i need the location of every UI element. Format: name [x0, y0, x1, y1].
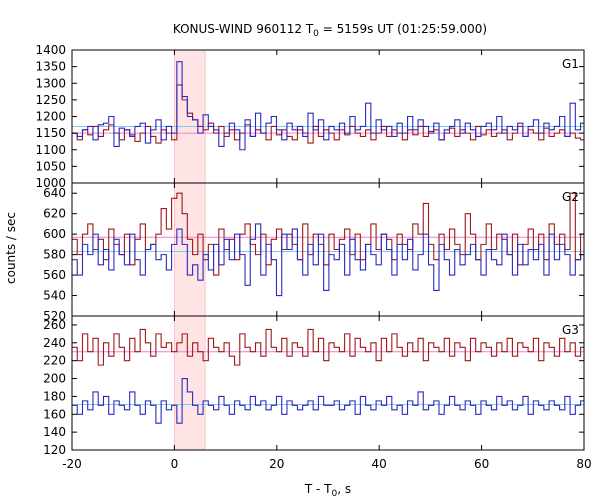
y-tick-label: 160 — [43, 407, 66, 421]
highlight-band — [173, 182, 206, 317]
panel-frame — [71, 315, 585, 451]
y-tick-label: 580 — [43, 248, 66, 262]
y-tick-label: 1250 — [35, 93, 66, 107]
series-blue-line — [72, 61, 584, 151]
chart-title-main: KONUS-WIND 960112 T — [173, 22, 314, 36]
y-tick-label: 620 — [43, 207, 66, 221]
chart-title: KONUS-WIND 960112 T0 = 5159s UT (01:25:5… — [173, 22, 487, 39]
y-tick-label: 1050 — [35, 159, 66, 173]
y-tick-label: 1200 — [35, 110, 66, 124]
x-tick-label: -20 — [62, 457, 82, 471]
x-axis-label-subscript: 0 — [332, 489, 338, 499]
y-tick-label: 1150 — [35, 126, 66, 140]
x-tick-label: 60 — [474, 457, 489, 471]
highlight-band — [173, 315, 206, 451]
x-tick-label: 0 — [171, 457, 179, 471]
y-tick-label: 640 — [43, 186, 66, 200]
x-tick-label: 20 — [269, 457, 284, 471]
y-tick-label: 220 — [43, 354, 66, 368]
x-axis-label-rest: , s — [337, 482, 351, 496]
x-axis-label-main: T - T — [304, 482, 332, 496]
series-blue-line — [72, 377, 584, 424]
panel-label: G1 — [562, 57, 579, 71]
y-tick-label: 560 — [43, 268, 66, 282]
y-tick-label: 240 — [43, 336, 66, 350]
panel-g3: 120 140 160 180 200 220 240 260 G3 — [43, 315, 585, 457]
y-tick-label: 260 — [43, 318, 66, 332]
y-tick-label: 200 — [43, 372, 66, 386]
x-tick-label: 40 — [372, 457, 387, 471]
chart-title-rest: = 5159s UT (01:25:59.000) — [319, 22, 487, 36]
series-group — [72, 328, 584, 424]
y-tick-label: 600 — [43, 227, 66, 241]
x-axis-label: T - T0, s — [304, 482, 351, 499]
y-tick-label: 140 — [43, 425, 66, 439]
series-red-line — [72, 328, 584, 366]
y-tick-label: 520 — [43, 309, 66, 323]
y-tick-label: 180 — [43, 389, 66, 403]
panel-g2: 520 540 560 580 600 620 640 G2 — [43, 182, 585, 323]
y-tick-label: 1400 — [35, 43, 66, 57]
y-tick-label: 540 — [43, 289, 66, 303]
y-tick-label: 1300 — [35, 76, 66, 90]
y-tick-label: 1000 — [35, 176, 66, 190]
series-red-line — [72, 192, 584, 276]
panel-frame — [71, 49, 585, 184]
panel-label: G3 — [562, 323, 579, 337]
series-blue-line — [72, 223, 584, 297]
y-axis-label: counts / sec — [4, 212, 18, 284]
x-tick-label: 80 — [576, 457, 591, 471]
panel-g1: 1000 1050 1100 1150 1200 1250 1300 1350 1400 G1 — [35, 43, 585, 190]
y-tick-label: 1350 — [35, 60, 66, 74]
series-group — [72, 192, 584, 297]
panel-label: G2 — [562, 190, 579, 204]
chart-panels: 100010501100115012001250130013501400G152… — [35, 43, 591, 471]
chart-title-subscript: 0 — [313, 29, 319, 39]
y-tick-label: 120 — [43, 443, 66, 457]
series-group — [72, 61, 584, 151]
y-tick-label: 1100 — [35, 143, 66, 157]
